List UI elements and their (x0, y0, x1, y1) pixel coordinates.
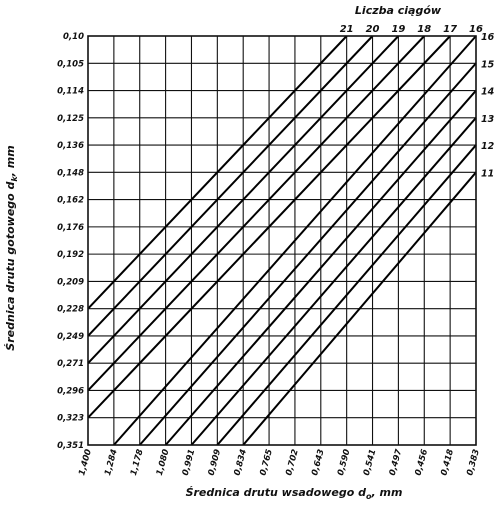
x-tick-label: 0,702 (284, 448, 301, 477)
x-tick-label: 1,284 (103, 448, 120, 477)
y-tick-labels: 0,10 0,105 0,114 0,125 0,136 0,148 0,162 0,176 0… (57, 32, 84, 451)
x-tick-label: 0,456 (414, 448, 431, 477)
y-tick-label: 0,114 (57, 87, 84, 97)
y-tick-label: 0,192 (57, 250, 84, 260)
x-tick-label: 0,909 (207, 448, 224, 477)
x-tick-label: 0,643 (310, 448, 327, 477)
top-tick-label: 19 (391, 24, 405, 35)
top-tick-label: 16 (469, 24, 483, 35)
right-tick-label: 13 (481, 114, 495, 125)
series-line-19-draws (87, 35, 400, 364)
series-lines (87, 35, 477, 446)
x-tick-label: 0,541 (362, 448, 379, 477)
top-tick-label: 17 (443, 24, 457, 35)
top-tick-label: 18 (417, 24, 431, 35)
y-axis-title: Średnica drutu gotowego dk, mm (4, 145, 19, 350)
y-tick-label: 0,351 (57, 441, 84, 451)
x-tick-label: 0,590 (336, 448, 353, 477)
x-tick-label: 0,991 (181, 448, 198, 477)
y-tick-label: 0,176 (57, 223, 84, 233)
y-axis-title-suffix: , mm (4, 145, 17, 177)
x-tick-label: 0,834 (232, 448, 249, 477)
top-tick-label: 20 (366, 24, 380, 35)
right-tick-label: 15 (481, 59, 495, 70)
plot-frame (87, 35, 477, 446)
x-tick-label: 1,400 (77, 448, 94, 477)
y-tick-label: 0,323 (57, 414, 84, 424)
x-tick-label: 1,080 (155, 448, 172, 477)
x-axis-title-prefix: Średnica drutu wsadowego d (186, 486, 367, 499)
series-line-17-draws (87, 35, 451, 419)
series-line-14-draws (164, 89, 477, 446)
series-line-12-draws (216, 144, 477, 446)
x-tick-labels: 1,400 1,284 1,178 1,080 0,991 0,909 0,834 0,765… (77, 448, 482, 477)
x-axis-title-suffix: , mm (371, 486, 403, 499)
y-tick-label: 0,209 (57, 277, 84, 287)
series-line-20-draws (87, 35, 374, 337)
series-line-21-draws (87, 35, 348, 310)
x-tick-label: 0,765 (258, 448, 275, 477)
top-tick-labels: 21 20 19 18 17 16 (340, 24, 483, 35)
series-line-18-draws (87, 35, 425, 392)
x-axis-title-sub: o (366, 492, 372, 501)
grid (88, 36, 476, 445)
y-axis-title-sub: k (10, 176, 19, 182)
y-tick-label: 0,148 (57, 168, 84, 178)
series-line-11-draws (242, 171, 477, 446)
right-tick-labels: 16 15 14 13 12 11 (481, 32, 495, 179)
top-tick-label: 21 (340, 24, 354, 35)
right-tick-label: 11 (481, 168, 494, 179)
y-tick-label: 0,162 (57, 196, 84, 206)
x-axis-title: Średnica drutu wsadowego do, mm (186, 486, 403, 501)
x-tick-label: 0,383 (465, 448, 482, 477)
x-tick-label: 0,418 (439, 448, 456, 477)
x-tick-label: 1,178 (129, 448, 146, 477)
right-tick-label: 16 (481, 32, 495, 43)
y-tick-label: 0,125 (57, 114, 84, 124)
y-tick-label: 0,10 (63, 32, 84, 42)
series-line-15-draws (138, 62, 477, 446)
y-axis-title-prefix: Średnica drutu gotowego d (4, 181, 17, 350)
y-tick-label: 0,296 (57, 386, 84, 396)
y-tick-label: 0,228 (57, 305, 84, 315)
series-line-13-draws (190, 117, 477, 446)
y-tick-label: 0,105 (57, 59, 84, 69)
y-tick-label: 0,271 (57, 359, 84, 369)
y-tick-label: 0,249 (57, 332, 84, 342)
series-line-16-draws (113, 35, 477, 446)
right-tick-label: 12 (481, 141, 495, 152)
y-tick-label: 0,136 (57, 141, 84, 151)
top-axis-title: Liczba ciągów (355, 4, 442, 17)
x-tick-label: 0,497 (388, 448, 405, 477)
right-tick-label: 14 (481, 87, 495, 98)
